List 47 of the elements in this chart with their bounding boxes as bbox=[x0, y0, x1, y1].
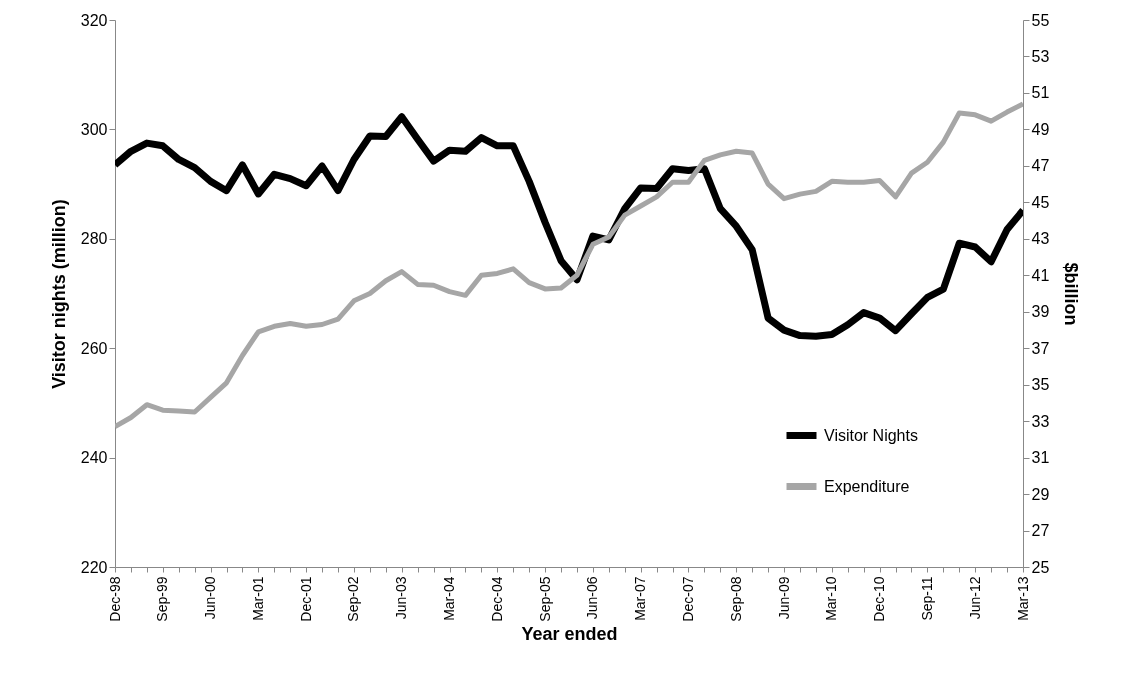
y2-tick-label: 45 bbox=[1031, 193, 1050, 211]
x-tick-label: Sep-11 bbox=[918, 576, 935, 621]
x-tick-label: Jun-09 bbox=[775, 576, 792, 620]
y2-tick-label: 25 bbox=[1031, 558, 1050, 576]
y-tick-label: 240 bbox=[80, 449, 108, 467]
x-tick-label: Mar-04 bbox=[441, 576, 458, 621]
x-tick-label: Sep-08 bbox=[727, 576, 744, 622]
x-tick-label: Dec-01 bbox=[297, 576, 314, 622]
x-tick-label: Jun-12 bbox=[966, 576, 983, 620]
y2-tick-label: 33 bbox=[1031, 412, 1050, 430]
x-tick-label: Dec-04 bbox=[488, 576, 505, 622]
legend-label: Visitor Nights bbox=[824, 426, 918, 444]
y2-tick-label: 51 bbox=[1031, 84, 1050, 102]
y2-axis-title: $billion bbox=[1061, 262, 1082, 326]
y2-tick-label: 39 bbox=[1031, 303, 1050, 321]
y2-tick-label: 35 bbox=[1031, 376, 1050, 394]
y-tick-label: 300 bbox=[80, 120, 108, 138]
x-tick-label: Jun-00 bbox=[202, 576, 219, 620]
y-tick-label: 220 bbox=[80, 558, 108, 576]
x-tick-label: Sep-99 bbox=[154, 576, 171, 622]
y-axis-title: Visitor nights (million) bbox=[48, 199, 69, 389]
x-tick-label: Dec-07 bbox=[679, 576, 696, 622]
y2-tick-label: 49 bbox=[1031, 120, 1050, 138]
x-tick-label: Dec-98 bbox=[106, 576, 123, 622]
y2-tick-label: 43 bbox=[1031, 230, 1050, 248]
y-tick-label: 280 bbox=[80, 230, 108, 248]
y-tick-label: 320 bbox=[80, 11, 108, 29]
y2-tick-label: 47 bbox=[1031, 157, 1050, 175]
x-tick-label: Mar-07 bbox=[632, 576, 649, 621]
y-tick-label: 260 bbox=[80, 339, 108, 357]
y2-tick-label: 37 bbox=[1031, 339, 1050, 357]
y2-tick-label: 55 bbox=[1031, 11, 1050, 29]
y2-tick-label: 31 bbox=[1031, 449, 1050, 467]
x-tick-label: Jun-03 bbox=[393, 576, 410, 620]
x-tick-label: Jun-06 bbox=[584, 576, 601, 620]
x-tick-label: Sep-05 bbox=[536, 576, 553, 622]
x-tick-label: Sep-02 bbox=[345, 576, 362, 622]
y2-tick-label: 41 bbox=[1031, 266, 1050, 284]
x-tick-label: Mar-13 bbox=[1014, 576, 1031, 621]
y2-tick-label: 29 bbox=[1031, 485, 1050, 503]
x-axis-title: Year ended bbox=[521, 623, 618, 644]
y2-tick-label: 27 bbox=[1031, 522, 1050, 540]
x-tick-label: Dec-10 bbox=[871, 576, 888, 622]
x-tick-label: Mar-10 bbox=[823, 576, 840, 621]
legend-label: Expenditure bbox=[824, 477, 910, 495]
y2-tick-label: 53 bbox=[1031, 47, 1050, 65]
x-tick-label: Mar-01 bbox=[249, 576, 266, 621]
